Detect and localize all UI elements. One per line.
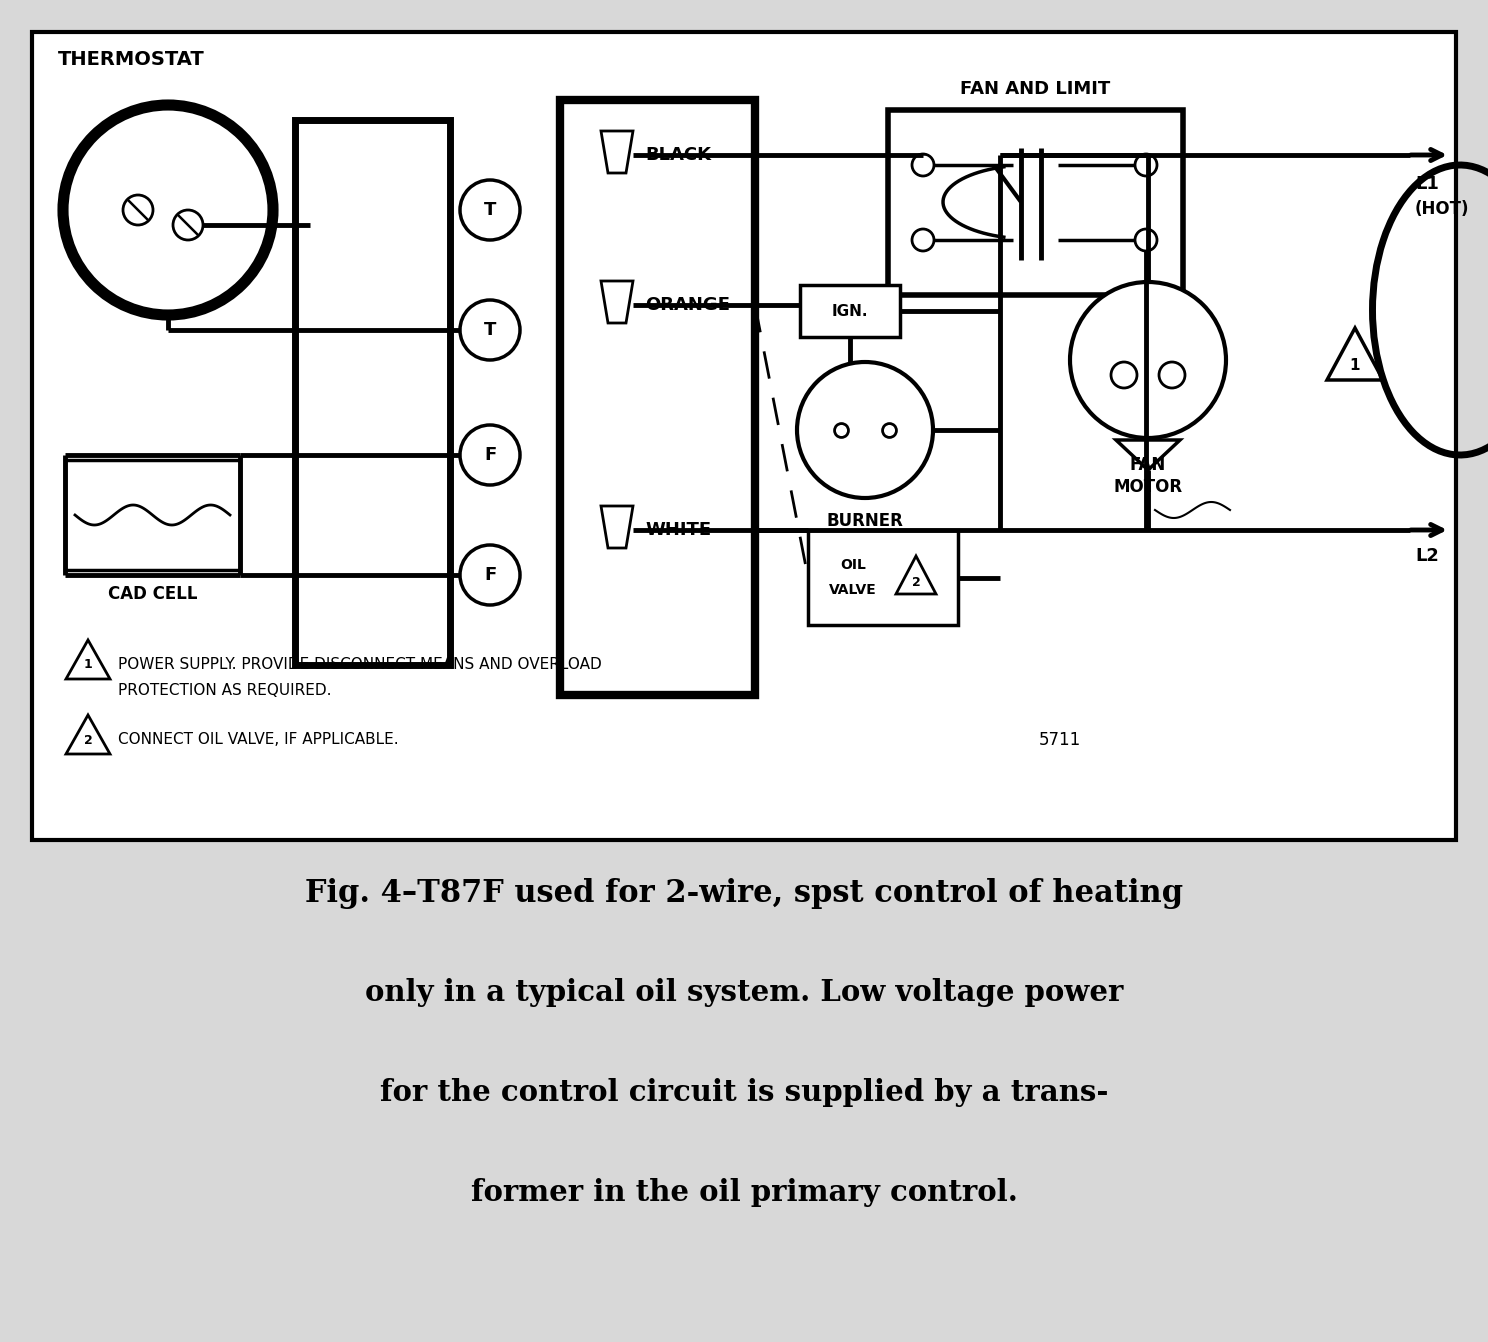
Bar: [559, 101, 754, 695]
Text: (HOT): (HOT): [1415, 200, 1470, 217]
Polygon shape: [65, 640, 110, 679]
Text: FAN AND LIMIT: FAN AND LIMIT: [960, 81, 1110, 98]
Bar: [33, 32, 1455, 840]
Bar: [65, 460, 240, 570]
Circle shape: [1159, 362, 1184, 388]
Circle shape: [173, 209, 202, 240]
Text: Fig. 4–T87F used for 2-wire, spst control of heating: Fig. 4–T87F used for 2-wire, spst contro…: [305, 878, 1183, 909]
Polygon shape: [601, 132, 632, 173]
Text: PROTECTION AS REQUIRED.: PROTECTION AS REQUIRED.: [118, 683, 332, 698]
Bar: [888, 110, 1183, 295]
Bar: [808, 530, 958, 625]
Circle shape: [912, 154, 934, 176]
Text: MOTOR: MOTOR: [1113, 478, 1183, 497]
Text: former in the oil primary control.: former in the oil primary control.: [470, 1178, 1018, 1206]
Polygon shape: [1116, 440, 1180, 470]
Text: T: T: [484, 321, 496, 340]
Polygon shape: [601, 506, 632, 548]
Circle shape: [124, 195, 153, 225]
Text: OIL: OIL: [841, 558, 866, 572]
Circle shape: [460, 180, 519, 240]
Polygon shape: [65, 715, 110, 754]
Circle shape: [1112, 362, 1137, 388]
Text: ORANGE: ORANGE: [644, 297, 731, 314]
Text: FAN: FAN: [1129, 456, 1167, 474]
Circle shape: [1070, 282, 1226, 437]
Text: WHITE: WHITE: [644, 521, 711, 539]
Bar: [801, 285, 900, 337]
Text: 5711: 5711: [1039, 731, 1082, 749]
Circle shape: [1135, 154, 1158, 176]
Text: CAD CELL: CAD CELL: [107, 585, 198, 603]
Text: BURNER: BURNER: [826, 513, 903, 530]
Circle shape: [912, 229, 934, 251]
Text: POWER SUPPLY. PROVIDE DISCONNECT MEANS AND OVERLOAD: POWER SUPPLY. PROVIDE DISCONNECT MEANS A…: [118, 658, 601, 672]
Circle shape: [460, 301, 519, 360]
Text: 1: 1: [1350, 357, 1360, 373]
Text: L2: L2: [1415, 548, 1439, 565]
Circle shape: [460, 425, 519, 484]
Text: F: F: [484, 566, 496, 584]
Circle shape: [1135, 229, 1158, 251]
Text: for the control circuit is supplied by a trans-: for the control circuit is supplied by a…: [379, 1078, 1109, 1107]
Text: 1: 1: [83, 659, 92, 671]
Circle shape: [460, 545, 519, 605]
Polygon shape: [601, 280, 632, 323]
Text: 2: 2: [83, 734, 92, 746]
Text: BLACK: BLACK: [644, 146, 711, 164]
Circle shape: [798, 362, 933, 498]
Text: L1: L1: [1415, 174, 1439, 193]
Polygon shape: [896, 556, 936, 595]
Polygon shape: [1327, 327, 1382, 380]
Text: IGN.: IGN.: [832, 303, 869, 318]
Bar: [295, 119, 449, 666]
Circle shape: [62, 105, 272, 315]
Text: 2: 2: [912, 576, 921, 589]
Text: CONNECT OIL VALVE, IF APPLICABLE.: CONNECT OIL VALVE, IF APPLICABLE.: [118, 733, 399, 747]
Text: THERMOSTAT: THERMOSTAT: [58, 50, 205, 68]
Text: T: T: [484, 201, 496, 219]
Text: only in a typical oil system. Low voltage power: only in a typical oil system. Low voltag…: [365, 978, 1123, 1006]
Text: F: F: [484, 446, 496, 464]
Text: VALVE: VALVE: [829, 582, 876, 597]
